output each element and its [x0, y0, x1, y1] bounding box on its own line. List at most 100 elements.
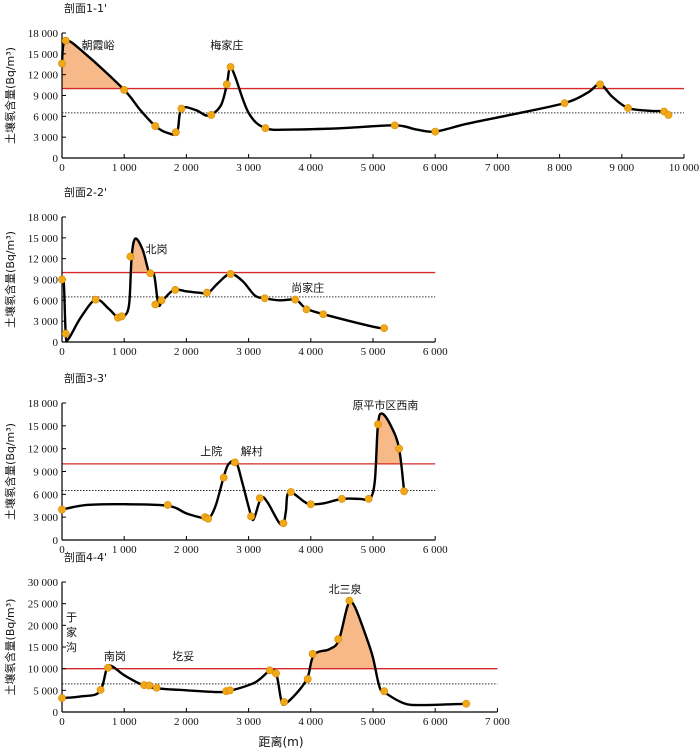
profile-curve	[60, 412, 406, 527]
data-point	[337, 494, 346, 503]
data-point	[319, 310, 328, 319]
y-tick-label: 25 000	[28, 599, 59, 611]
x-tick-label: 10 000	[669, 162, 700, 174]
data-point	[596, 80, 604, 89]
data-point	[260, 294, 269, 303]
data-point	[390, 121, 399, 130]
data-point	[117, 312, 126, 321]
data-point	[219, 473, 228, 482]
y-tick-label: 5 000	[33, 685, 58, 697]
data-point	[58, 275, 66, 284]
data-point	[280, 698, 288, 706]
data-point	[462, 699, 471, 708]
x-tick-label: 6 000	[423, 162, 448, 174]
y-tick-label: 0	[53, 337, 59, 349]
y-axis-label: 土壤氡含量(Bq/m³)	[3, 599, 17, 696]
panel-2: 0 3 000 6 000 9 000 12 000 15 000 18 000 0 1 000…	[3, 185, 448, 358]
profile-curve	[60, 39, 670, 136]
place-label-vertical: 于家沟	[66, 611, 77, 654]
data-point	[226, 270, 235, 278]
x-tick-label: 8 000	[547, 162, 572, 174]
data-point	[226, 686, 234, 695]
data-point	[61, 36, 70, 45]
x-tick-label: 1 000	[112, 162, 137, 174]
x-tick-label: 3 000	[236, 716, 261, 728]
data-point	[247, 512, 255, 521]
data-point	[308, 650, 317, 658]
data-point	[303, 675, 312, 683]
x-tick-label: 7 000	[485, 162, 510, 174]
data-point	[255, 494, 264, 503]
panel-title: 剖面4-4'	[64, 550, 107, 564]
panel-1: 0 3 000 6 000 9 000 12 000 15 000 18 000 0 1 000…	[3, 1, 700, 174]
x-tick-label: 9 000	[609, 162, 634, 174]
data-point	[58, 694, 66, 703]
y-tick-label: 6 000	[33, 489, 58, 501]
data-point	[291, 295, 300, 304]
data-point	[177, 104, 186, 113]
y-tick-label: 18 000	[28, 212, 59, 224]
data-point	[306, 500, 315, 509]
x-tick-label: 2 000	[174, 716, 199, 728]
data-point	[151, 300, 160, 309]
data-point	[364, 494, 373, 503]
panel-title: 剖面1-1'	[64, 1, 107, 15]
data-point	[163, 501, 172, 509]
place-label: 南岗	[104, 650, 126, 663]
y-tick-label: 0	[53, 153, 59, 165]
x-tick-label: 0	[59, 162, 65, 174]
x-tick-label: 0	[59, 346, 65, 358]
place-label: 北三泉	[329, 582, 362, 596]
data-point	[203, 288, 211, 297]
y-tick-label: 3 000	[33, 132, 58, 144]
y-tick-label: 9 000	[33, 91, 58, 103]
x-tick-label: 1 000	[112, 716, 137, 728]
profile-curve	[60, 237, 386, 343]
y-tick-label: 18 000	[28, 398, 59, 410]
data-point	[171, 128, 180, 137]
y-tick-label: 9 000	[33, 467, 58, 479]
x-tick-label: 7 000	[485, 716, 510, 728]
data-point	[664, 111, 673, 119]
y-axis-label: 土壤氡含量(Bq/m³)	[3, 231, 17, 328]
data-point	[151, 122, 160, 130]
x-axis-title: 距离(m)	[258, 734, 303, 749]
data-point	[400, 487, 408, 496]
y-tick-label: 12 000	[28, 70, 59, 82]
data-point	[104, 663, 112, 672]
place-label: 北岗	[146, 243, 168, 256]
y-tick-label: 6 000	[33, 111, 58, 123]
data-point	[207, 111, 216, 119]
anomaly-fill	[130, 238, 153, 273]
y-axis-label: 土壤氡含量(Bq/m³)	[3, 423, 17, 520]
data-point	[380, 687, 389, 696]
data-point	[58, 59, 66, 68]
y-tick-label: 15 000	[28, 421, 59, 433]
y-tick-label: 3 000	[33, 512, 58, 524]
data-point	[261, 124, 270, 133]
y-tick-label: 30 000	[28, 577, 59, 589]
x-tick-label: 6 000	[423, 544, 448, 556]
place-label: 梅家庄	[210, 38, 243, 52]
x-tick-label: 0	[59, 544, 65, 556]
y-tick-label: 12 000	[28, 444, 59, 456]
y-axis-label: 土壤氡含量(Bq/m³)	[3, 47, 17, 144]
place-label: 朝霞峪	[82, 39, 115, 52]
y-tick-label: 3 000	[33, 316, 58, 328]
data-point	[374, 420, 382, 429]
y-tick-label: 20 000	[28, 620, 59, 632]
y-tick-label: 0	[53, 535, 59, 547]
data-point	[91, 295, 100, 304]
place-label: 原平市区西南	[352, 398, 418, 412]
data-point	[58, 505, 66, 514]
panel-title: 剖面3-3'	[64, 371, 107, 385]
panel-4: 0 5 000 10 000 15 000 20 000 25 000 30 000 0 1 0…	[3, 550, 510, 728]
place-label: 尚家庄	[291, 280, 324, 294]
panel-3: 0 3 000 6 000 9 000 12 000 15 000 18 000 0 1 000…	[3, 371, 448, 556]
y-tick-label: 18 000	[28, 28, 59, 40]
x-tick-label: 5 000	[361, 716, 386, 728]
x-tick-label: 2 000	[174, 162, 199, 174]
y-tick-label: 6 000	[33, 295, 58, 307]
data-point	[286, 488, 295, 496]
